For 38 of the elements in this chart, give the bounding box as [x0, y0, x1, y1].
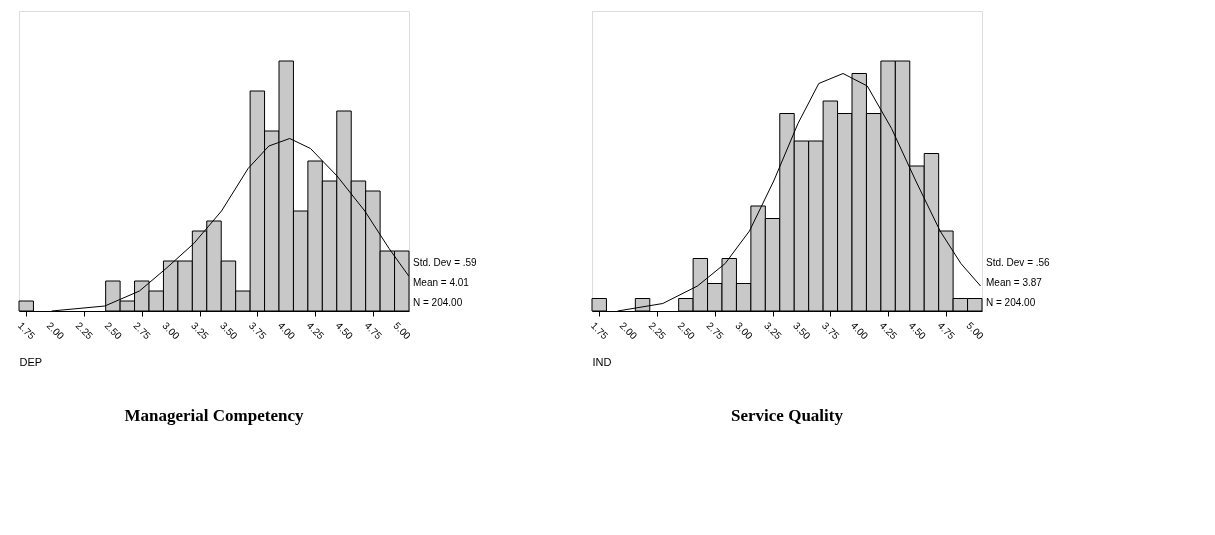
- text: N = 204.00: [413, 297, 463, 308]
- x-tick-label: 4.25: [877, 319, 900, 342]
- text: N = 204.00: [986, 297, 1036, 308]
- x-tick-label: 3.50: [218, 319, 240, 342]
- text: Std. Dev = .59: [413, 257, 478, 268]
- x-tick-label: 5.00: [964, 319, 987, 342]
- x-tick-label: 1.75: [588, 319, 611, 342]
- x-tick-label: 4.00: [848, 319, 871, 342]
- x-tick-label: 2.50: [102, 319, 125, 342]
- x-tick-label: 3.75: [819, 319, 842, 342]
- x-tick-label: 4.50: [906, 319, 929, 342]
- x-tick-label: 2.75: [704, 319, 727, 342]
- x-tick-label: 2.75: [131, 319, 154, 342]
- text: Mean = 3.87: [986, 277, 1043, 288]
- text: Mean = 4.01: [413, 277, 470, 288]
- x-tick-label: 3.75: [246, 319, 269, 342]
- x-tick-label: 4.75: [935, 319, 958, 342]
- x-tick-label: 2.25: [73, 319, 96, 342]
- x-tick-label: 2.00: [44, 319, 67, 342]
- x-tick-label: 3.50: [791, 319, 813, 342]
- x-tick-label: 5.00: [391, 319, 414, 342]
- x-tick-label: 3.25: [189, 319, 211, 342]
- x-axis-title: DEP: [19, 356, 43, 368]
- x-tick-label: 3.00: [733, 319, 756, 342]
- text: Service Quality: [731, 405, 844, 425]
- x-axis-title: IND: [592, 356, 612, 368]
- x-tick-label: 1.75: [15, 319, 38, 342]
- text: Managerial Competency: [124, 405, 304, 425]
- x-tick-label: 4.50: [333, 319, 356, 342]
- text: Std. Dev = .56: [986, 257, 1051, 268]
- x-tick-label: 3.25: [762, 319, 784, 342]
- x-tick-label: 4.25: [304, 319, 327, 342]
- x-tick-label: 2.50: [675, 319, 698, 342]
- x-tick-label: 4.00: [275, 319, 298, 342]
- x-tick-label: 3.00: [160, 319, 183, 342]
- x-tick-label: 2.00: [617, 319, 640, 342]
- x-tick-label: 4.75: [362, 319, 385, 342]
- x-tick-label: 2.25: [646, 319, 669, 342]
